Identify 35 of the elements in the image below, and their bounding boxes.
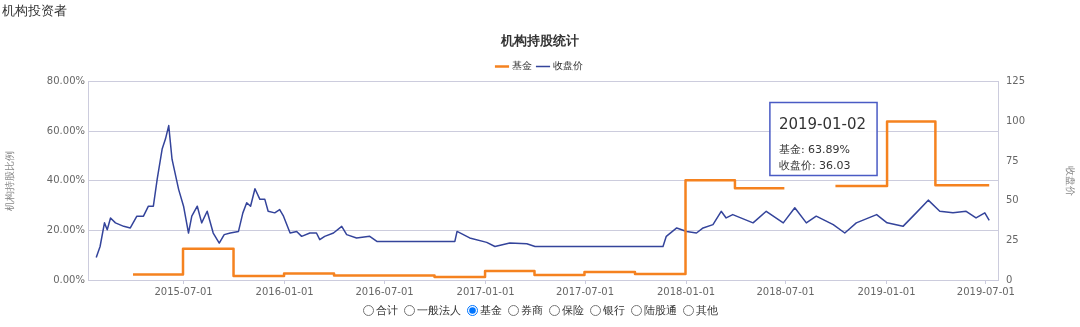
y-tick-label: 40.00%: [46, 174, 85, 186]
text: 基金: [478, 303, 502, 318]
y-tick-label: 80.00%: [46, 75, 85, 87]
text: 银行: [601, 303, 625, 318]
x-tick-label: 2019-07-01: [956, 285, 1015, 297]
y2-tick-label: 50: [1006, 194, 1019, 206]
text: 一般法人: [415, 303, 461, 318]
annotation: 2019-01-02 基金: 63.89% 收盘价: 36.03: [778, 114, 867, 172]
x-tick-label: 2015-07-01: [154, 285, 213, 297]
x-tick-label: 2018-07-01: [756, 285, 815, 297]
y2-tick-label: 125: [1006, 75, 1026, 87]
chart-subtitle: 机构投资者: [2, 2, 67, 20]
y-axis-title: 机构持股比例: [3, 150, 15, 211]
y2-tick-label: 100: [1006, 114, 1026, 126]
x-tick-label: 2018-01-01: [657, 285, 716, 297]
y2-tick-label: 25: [1006, 233, 1019, 245]
text: 合计: [374, 303, 398, 318]
text: 券商: [519, 303, 543, 318]
legend-label: 基金: [512, 60, 532, 72]
legend-label: 收盘价: [553, 60, 583, 72]
x-tick-label: 2017-07-01: [555, 285, 615, 297]
x-tick-label: 2016-01-01: [255, 285, 314, 297]
y2-axis-title: 收盘价: [1065, 165, 1077, 196]
x-tick-label: 2017-01-01: [456, 285, 515, 297]
x-tick-label: 2016-07-01: [355, 285, 414, 297]
y2-tick-label: 75: [1006, 154, 1019, 166]
x-tick-label: 2019-01-01: [857, 285, 916, 297]
y2-tick-label: 0: [1006, 273, 1013, 285]
y-tick-label: 0.00%: [53, 273, 85, 285]
text: 其他: [694, 303, 718, 318]
text: 陆股通: [642, 303, 677, 318]
y-tick-label: 60.00%: [46, 124, 85, 136]
text: 保险: [560, 303, 584, 318]
y-tick-label: 20.00%: [46, 223, 85, 235]
chart-title: 机构持股统计: [500, 33, 579, 49]
